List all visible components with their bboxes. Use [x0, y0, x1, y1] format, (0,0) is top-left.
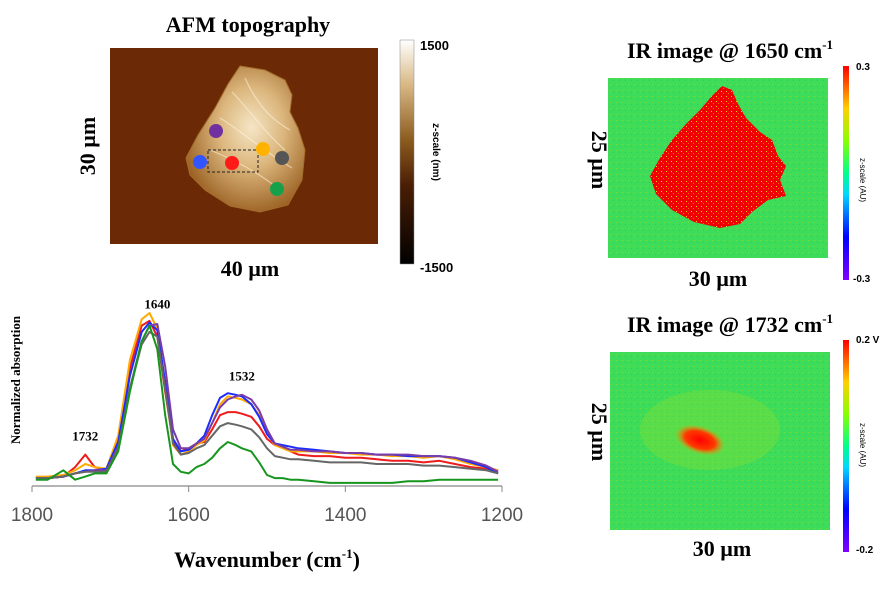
peak-label: 1732 [72, 428, 98, 443]
afm-height-label: 30 µm [75, 117, 100, 176]
x-axis-label: Wavenumber (cm-1) [174, 546, 360, 572]
afm-selection-box[interactable] [207, 149, 259, 173]
ir1-colorbar-min: -0.3 [853, 274, 871, 285]
ir1-colorbar-max: 0.3 [856, 62, 870, 73]
marker-red [225, 156, 239, 170]
marker-purple [209, 124, 223, 138]
series-line-green [35, 324, 499, 484]
series-line-red [35, 319, 499, 480]
peak-label: 1532 [229, 369, 255, 384]
ir-panel-1650: IR image @ 1650 cm-1 30 µm 25 µm 0.3 -0.… [587, 37, 871, 291]
series-line-orange [35, 312, 499, 478]
marker-green [270, 182, 284, 196]
x-tick-label: 1400 [324, 505, 366, 526]
spectra-chart: 1800 1600 1400 1200 1640 1532 1732 Normalized… [8, 296, 523, 572]
x-ticks: 1800 1600 1400 1200 [11, 486, 523, 526]
ir1-height-label: 25 µm [587, 131, 612, 190]
ir1-colorbar [843, 66, 849, 280]
afm-colorbar-label: z-scale (nm) [430, 123, 441, 181]
marker-orange [256, 142, 270, 156]
ir2-height-label: 25 µm [587, 403, 612, 462]
x-tick-label: 1200 [481, 505, 523, 526]
afm-colorbar-min: -1500 [420, 260, 453, 275]
marker-blue [193, 155, 207, 169]
afm-panel: AFM topography 40 µm 30 µm 1500 -1500 z-… [75, 12, 453, 281]
x-tick-label: 1600 [168, 505, 210, 526]
ir2-width-label: 30 µm [693, 536, 752, 561]
ir2-colorbar-max: 0.2 V [856, 335, 880, 346]
afm-width-label: 40 µm [221, 256, 280, 281]
afm-flake [185, 65, 306, 213]
afm-colorbar [399, 39, 415, 265]
afm-title: AFM topography [166, 12, 330, 37]
series-line-purple [35, 323, 499, 480]
ir1-title: IR image @ 1650 cm-1 [627, 37, 833, 63]
ir1-width-label: 30 µm [689, 266, 748, 291]
marker-gray [275, 151, 289, 165]
ir2-colorbar-min: -0.2 [856, 545, 874, 556]
ir2-hotspot [674, 424, 726, 456]
y-axis-label: Normalized absorption [8, 315, 23, 444]
ir-panel-1732: IR image @ 1732 cm-1 30 µm 25 µm 0.2 V -… [587, 311, 880, 561]
ir1-red-region [650, 86, 786, 228]
series-line-blue [35, 321, 499, 480]
peak-annotations: 1640 1532 1732 [72, 296, 255, 443]
x-tick-label: 1800 [11, 505, 53, 526]
ir1-colorbar-label: z-scale (AU) [858, 158, 867, 202]
ir2-colorbar-label: z-scale (AU) [858, 423, 867, 467]
peak-label: 1640 [144, 296, 170, 311]
series-lines [35, 312, 499, 484]
afm-colorbar-max: 1500 [420, 38, 449, 53]
ir2-colorbar [843, 340, 849, 552]
ir2-title: IR image @ 1732 cm-1 [627, 311, 833, 337]
